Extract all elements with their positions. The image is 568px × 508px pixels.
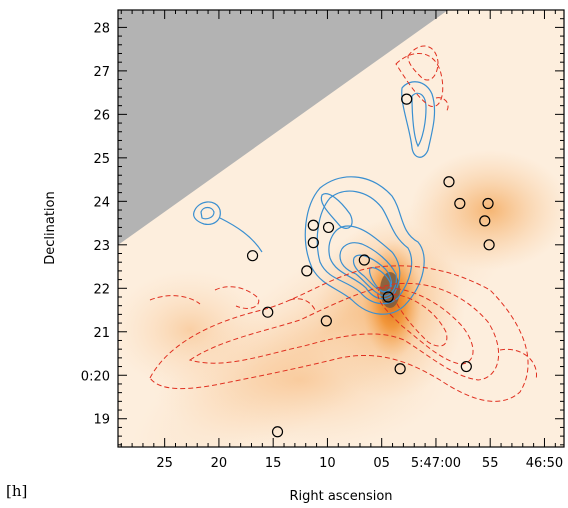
x-tick-label: 5:47:00 <box>411 456 461 471</box>
source-marker <box>262 306 274 318</box>
blue-contour-main-4 <box>339 242 397 297</box>
y-tick-label: 23 <box>93 239 110 254</box>
source-marker <box>307 219 319 231</box>
red-contour-3 <box>377 287 474 365</box>
panel-label: [h] <box>6 482 28 500</box>
red-contour-outer <box>149 265 529 402</box>
plot-frame <box>117 9 565 448</box>
source-marker <box>394 363 406 375</box>
blue-contour-main-2 <box>316 190 413 305</box>
red-contour-right <box>499 348 537 381</box>
red-dashed-contours <box>149 45 537 402</box>
source-marker <box>382 291 394 303</box>
source-marker <box>320 315 332 327</box>
y-tick-label: 27 <box>93 65 110 80</box>
red-contour-north <box>395 52 444 107</box>
y-tick-label: 19 <box>93 413 110 428</box>
source-marker <box>460 360 472 373</box>
source-marker <box>322 221 335 234</box>
emission-left <box>118 270 270 390</box>
source-marker <box>401 93 413 105</box>
source-marker <box>271 426 284 438</box>
y-tick-label: 22 <box>93 282 110 297</box>
blue-contour-north-inner <box>411 92 427 148</box>
emission-right <box>410 150 564 270</box>
red-contour-left <box>149 295 201 305</box>
red-contour-4 <box>391 293 448 347</box>
x-tick-label: 25 <box>156 456 173 471</box>
source-marker <box>307 237 319 249</box>
blue-contour-main-6 <box>369 267 391 293</box>
blue-contour-north <box>401 81 436 158</box>
source-marker <box>483 239 495 251</box>
blue-contour-west-core <box>200 206 215 220</box>
source-markers <box>246 93 495 438</box>
x-tick-label: 46:50 <box>526 456 563 471</box>
source-marker <box>479 215 491 227</box>
y-tick-label: 24 <box>93 195 110 210</box>
y-tick-label: 26 <box>93 108 110 123</box>
y-tick-label: 28 <box>93 21 110 36</box>
red-contour-left-2 <box>214 286 260 309</box>
y-tick-label: 0:20 <box>81 369 110 384</box>
blue-contour-west-tail <box>219 217 263 253</box>
image-layer <box>118 10 564 447</box>
y-tick-label: 21 <box>93 326 110 341</box>
source-marker <box>443 176 455 188</box>
red-contour-north-2 <box>407 45 439 81</box>
blue-contour-main-outer <box>304 176 425 315</box>
axes: 25 20 15 10 05 5:47:00 55 46:50 28 27 26 25 24 23 22 21… <box>81 9 564 471</box>
red-contour-2 <box>188 282 500 381</box>
blue-contours <box>193 81 436 315</box>
source-marker <box>358 254 370 266</box>
blue-contour-west-ring <box>193 201 221 225</box>
no-data-region <box>118 10 448 245</box>
blue-contour-main-3 <box>328 225 401 300</box>
x-axis-label: Right ascension <box>289 489 392 504</box>
x-tick-label: 10 <box>319 456 336 471</box>
x-tick-label: 55 <box>482 456 499 471</box>
source-marker <box>482 197 494 210</box>
source-marker <box>454 197 466 210</box>
red-contour-north-3 <box>435 97 449 113</box>
x-tick-label: 15 <box>265 456 282 471</box>
x-tick-label: 05 <box>373 456 390 471</box>
source-marker <box>246 250 259 262</box>
source-marker <box>301 265 313 277</box>
x-tick-label: 20 <box>211 456 228 471</box>
y-axis-label: Declination <box>43 191 58 265</box>
y-tick-label: 25 <box>93 152 110 167</box>
red-contour-left-3 <box>289 298 317 313</box>
blue-contour-arm <box>320 193 353 229</box>
